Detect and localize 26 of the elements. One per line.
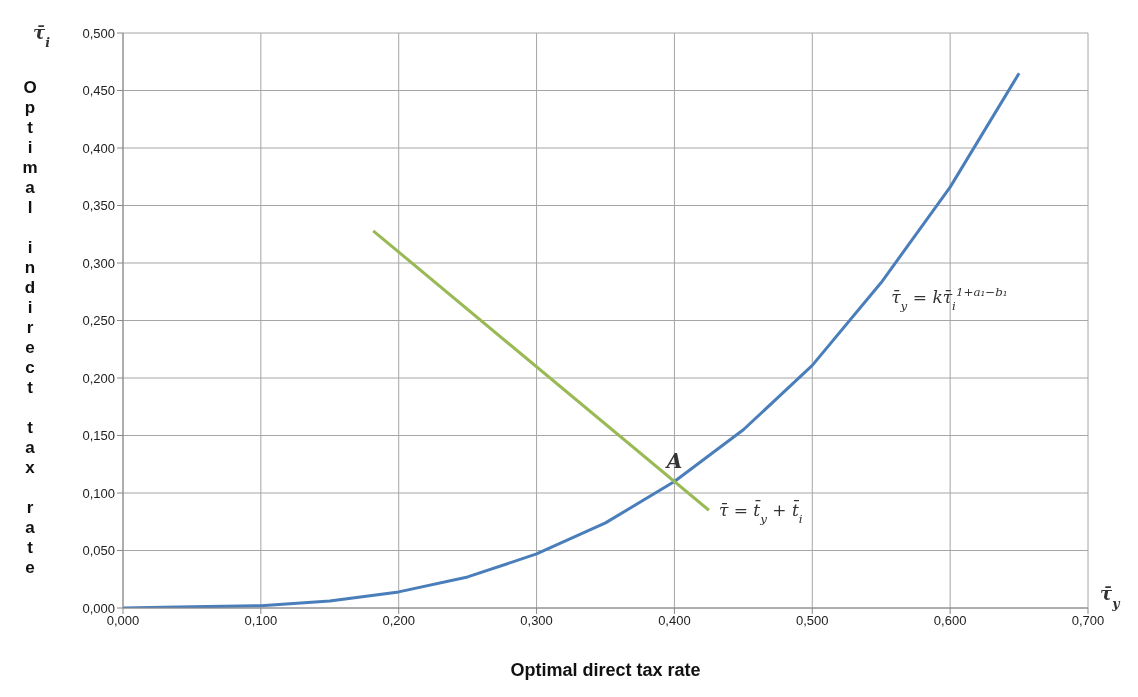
x-tick-label: 0,300 bbox=[520, 613, 553, 629]
x-tick-label: 0,400 bbox=[658, 613, 691, 629]
x-tick-label: 0,000 bbox=[106, 613, 140, 629]
annotation: τ̄ = t̄$_{y}$ + t̄$_{i}$ bbox=[718, 498, 803, 527]
y-tick-label: 0,100 bbox=[82, 485, 115, 501]
y-tick-label: 0,050 bbox=[82, 543, 115, 559]
x-tick-label: 0,100 bbox=[244, 613, 278, 629]
y-tick-label: 0,250 bbox=[82, 313, 115, 329]
y-tick-label: 0,350 bbox=[82, 198, 115, 214]
x-tick-label: 0,700 bbox=[1071, 613, 1105, 629]
x-tick-label: 0,200 bbox=[382, 613, 415, 629]
line-series bbox=[123, 71, 1021, 608]
y-tick-label: 0,300 bbox=[82, 255, 115, 271]
y-tick-label: 0,000 bbox=[82, 600, 115, 616]
y-tick-label: 0,450 bbox=[82, 83, 115, 99]
x-tick-label: 0,500 bbox=[796, 613, 829, 629]
y-tick-label: 0,200 bbox=[82, 370, 115, 386]
y-tick-label: 0,150 bbox=[82, 428, 115, 444]
y-tick-label: 0,400 bbox=[82, 140, 115, 156]
annotation: A bbox=[664, 448, 683, 473]
x-axis-title: Optimal direct tax rate bbox=[510, 660, 701, 680]
text: τ̄$_{i}$ bbox=[33, 22, 51, 50]
text: Optimal indirect tax rate bbox=[22, 78, 38, 577]
y-tick-label: 0,500 bbox=[82, 25, 115, 41]
x-tick-label: 0,600 bbox=[933, 613, 967, 629]
text: τ̄$_{y}$ bbox=[1100, 583, 1122, 611]
